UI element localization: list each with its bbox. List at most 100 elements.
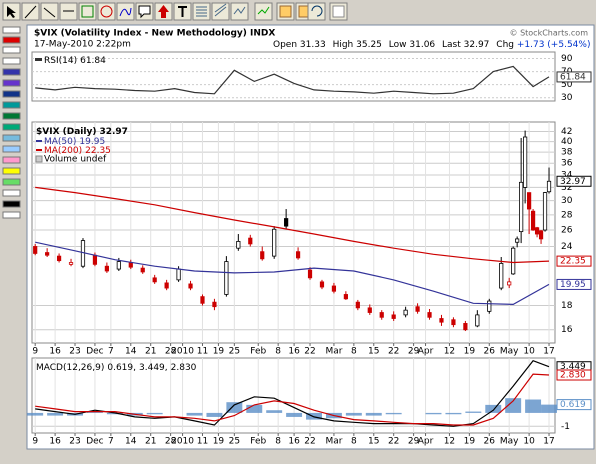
histogram-bar (47, 412, 64, 416)
swatch[interactable] (2, 134, 21, 142)
candle-body (224, 261, 229, 295)
x-tick-label: May (500, 347, 519, 357)
legend-name: RSI(14) (44, 56, 77, 66)
tool-hline[interactable] (40, 2, 59, 21)
icon (81, 5, 94, 18)
y-tick-label: 38 (561, 148, 573, 158)
last-value-box (556, 369, 592, 381)
x-tick-label: 21 (145, 437, 156, 447)
candle-body (33, 246, 38, 254)
swatch[interactable] (2, 57, 21, 65)
legend-name: MA(50) (44, 137, 76, 147)
last-value-label: 0.619 (560, 400, 586, 410)
histogram-bar (541, 404, 557, 413)
tool-fib[interactable] (192, 2, 211, 21)
swatch[interactable] (2, 145, 21, 153)
x-tick-label: 12 (444, 347, 455, 357)
toolbar (0, 0, 596, 23)
quote-label: High (333, 40, 354, 50)
candle-body (248, 237, 253, 245)
series-line (35, 373, 550, 426)
x-tick-label: 22 (388, 347, 399, 357)
tool-freehand[interactable] (116, 2, 135, 21)
swatch[interactable] (2, 178, 21, 186)
x-tick-label: 14 (125, 347, 137, 357)
quote-value: 35.25 (356, 40, 382, 50)
icon (43, 7, 56, 18)
x-tick-label: Mar (325, 437, 342, 447)
histogram-bar (385, 412, 402, 415)
panel-frame (31, 357, 556, 434)
swatch[interactable] (2, 90, 21, 98)
y-tick-label: 26 (561, 226, 573, 236)
tool-rect[interactable] (78, 2, 97, 21)
icon (332, 5, 345, 18)
swatch[interactable] (2, 79, 21, 87)
swatch[interactable] (2, 156, 21, 164)
candle-body (152, 277, 157, 283)
x-tick-label: 22 (304, 347, 315, 357)
icon (138, 5, 151, 19)
last-value-label: 61.84 (560, 72, 586, 82)
x-tick-label: Apr (418, 437, 434, 447)
candle-body (511, 247, 516, 275)
candle-body (463, 323, 468, 331)
legend-name: $VIX (Daily) (36, 127, 96, 137)
candle-body (236, 241, 241, 249)
swatch[interactable] (2, 189, 21, 197)
candle-body (439, 318, 444, 323)
candle-body (487, 300, 492, 312)
candle-body (188, 283, 193, 289)
candle-body (355, 301, 360, 309)
x-tick-label: May (500, 437, 519, 447)
y-tick-label: 18 (561, 301, 573, 311)
swatch[interactable] (2, 36, 21, 44)
x-tick-label: 16 (288, 347, 300, 357)
swatch[interactable] (2, 46, 21, 54)
swatch[interactable] (2, 112, 21, 120)
x-tick-label: 19 (213, 347, 225, 357)
icon (257, 6, 270, 15)
x-tick-label: 28 (165, 347, 177, 357)
candle-body (527, 192, 532, 210)
quote-label: Open (273, 40, 297, 50)
x-tick-label: 16 (49, 437, 61, 447)
x-tick-label: 14 (125, 437, 137, 447)
x-tick-label: 19 (213, 437, 225, 447)
swatch[interactable] (2, 101, 21, 109)
histogram-bar (246, 404, 263, 413)
icon (7, 6, 16, 18)
x-tick-label: 9 (32, 437, 38, 447)
legend: MA(200) 22.35 (44, 146, 111, 156)
quote-value: 31.33 (300, 40, 326, 50)
x-tick-label: 29 (408, 347, 420, 357)
legend-title: MACD(12,26,9) (36, 363, 104, 373)
candle-body (415, 306, 420, 312)
candle-body (534, 227, 540, 235)
swatch[interactable] (2, 211, 21, 219)
swatch[interactable] (2, 68, 21, 76)
swatch[interactable] (2, 123, 21, 131)
x-tick-label: 22 (388, 437, 399, 447)
legend-separator: , (165, 363, 168, 373)
legend-value: 22.35 (85, 146, 111, 156)
tool-ellipse[interactable] (97, 2, 116, 21)
swatch[interactable] (2, 200, 21, 208)
x-tick-label: 16 (49, 347, 61, 357)
quote-change: +1.73 (+5.54%) (517, 40, 591, 50)
last-value-label: 3.449 (560, 362, 586, 372)
icon (196, 6, 207, 17)
legend-name: MA(200) (44, 146, 82, 156)
y-tick-label: 32 (561, 183, 572, 193)
legend: $VIX (Daily) 32.97 (36, 127, 128, 137)
x-tick-label: 8 (351, 437, 357, 447)
x-tick-label: 7 (108, 437, 114, 447)
swatch[interactable] (2, 167, 21, 175)
swatch[interactable] (2, 26, 21, 34)
y-tick-label: 16 (561, 325, 573, 335)
last-value-box (556, 278, 592, 290)
candle-body (295, 251, 301, 259)
candle-body (260, 251, 265, 260)
legend-value: 61.84 (80, 56, 106, 66)
